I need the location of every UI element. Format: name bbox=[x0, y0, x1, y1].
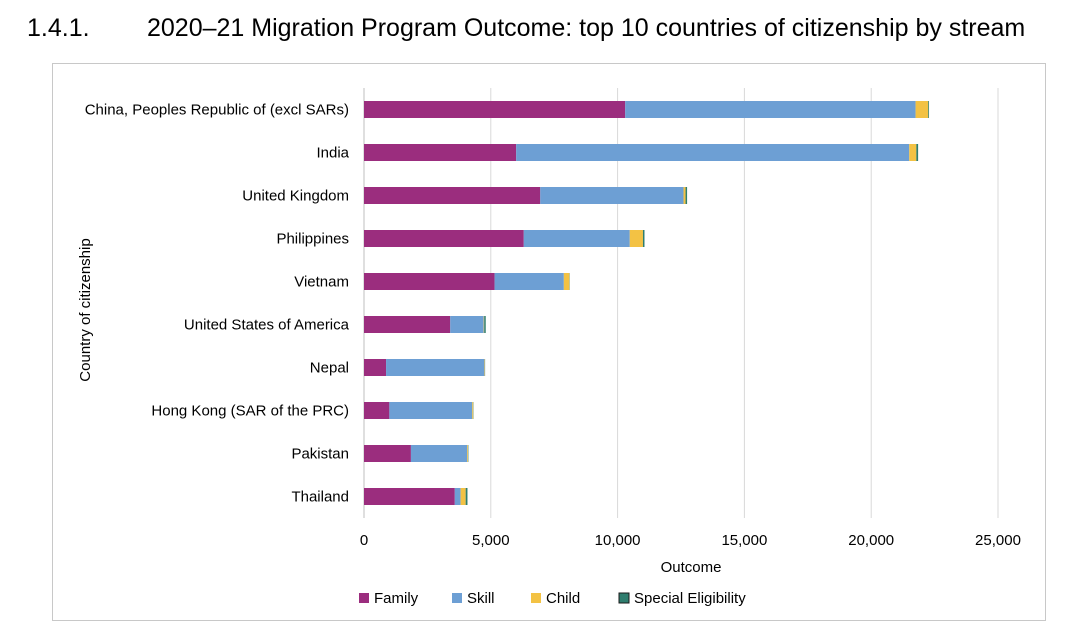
bar-skill bbox=[625, 101, 916, 118]
x-tick-label: 25,000 bbox=[975, 532, 1021, 549]
bar-family bbox=[364, 488, 455, 505]
bar-child bbox=[484, 359, 485, 376]
figure-title: 2020–21 Migration Program Outcome: top 1… bbox=[147, 14, 1026, 42]
bars bbox=[364, 101, 930, 505]
category-label: Philippines bbox=[276, 231, 349, 248]
bar-child bbox=[629, 230, 643, 247]
bar-child bbox=[472, 402, 474, 419]
bar-skill bbox=[516, 144, 910, 161]
bar-child bbox=[563, 273, 570, 290]
x-tick-label: 10,000 bbox=[595, 532, 641, 549]
legend-swatch-child bbox=[531, 593, 541, 603]
legend: Family Skill Child Special Eligibility bbox=[359, 590, 746, 607]
bar-special-eligibility bbox=[685, 187, 688, 204]
legend-label-special-eligibility: Special Eligibility bbox=[634, 590, 746, 607]
legend-label-skill: Skill bbox=[467, 590, 495, 607]
category-label: United States of America bbox=[184, 317, 350, 334]
bar-skill bbox=[389, 402, 473, 419]
bar-chart: China, Peoples Republic of (excl SARs) In… bbox=[77, 88, 1021, 607]
bar-family bbox=[364, 273, 495, 290]
x-tick-label: 20,000 bbox=[848, 532, 894, 549]
category-label: Pakistan bbox=[291, 446, 349, 463]
bar-special-eligibility bbox=[484, 316, 486, 333]
bar-special-eligibility bbox=[928, 101, 930, 118]
bar-family bbox=[364, 316, 451, 333]
bar-family bbox=[364, 101, 626, 118]
category-label: Thailand bbox=[291, 489, 349, 506]
x-tick-label: 0 bbox=[360, 532, 368, 549]
bar-skill bbox=[410, 445, 468, 462]
bar-family bbox=[364, 230, 524, 247]
bar-skill bbox=[450, 316, 484, 333]
category-label: United Kingdom bbox=[242, 188, 349, 205]
bar-skill bbox=[540, 187, 684, 204]
y-axis-label: Country of citizenship bbox=[77, 238, 94, 381]
bar-child bbox=[909, 144, 917, 161]
bar-child bbox=[460, 488, 466, 505]
legend-label-family: Family bbox=[374, 590, 419, 607]
bar-family bbox=[364, 359, 387, 376]
legend-swatch-special-eligibility bbox=[618, 592, 630, 604]
x-axis-label: Outcome bbox=[661, 559, 722, 576]
bar-special-eligibility bbox=[642, 230, 645, 247]
bar-family bbox=[364, 445, 411, 462]
legend-swatch-skill bbox=[452, 593, 462, 603]
x-tick-label: 5,000 bbox=[472, 532, 510, 549]
x-tick-label: 15,000 bbox=[721, 532, 767, 549]
bar-special-eligibility bbox=[916, 144, 919, 161]
category-label: Vietnam bbox=[294, 274, 349, 291]
bar-special-eligibility bbox=[465, 488, 468, 505]
bar-skill bbox=[454, 488, 461, 505]
bar-skill bbox=[494, 273, 564, 290]
bar-child bbox=[467, 445, 468, 462]
bar-skill bbox=[523, 230, 630, 247]
chart-frame: China, Peoples Republic of (excl SARs) In… bbox=[52, 63, 1046, 621]
x-tick-labels: 0 5,000 10,000 15,000 20,000 25,000 bbox=[360, 532, 1021, 549]
bar-family bbox=[364, 187, 541, 204]
category-label: Nepal bbox=[310, 360, 349, 377]
bar-child bbox=[683, 187, 686, 204]
legend-label-child: Child bbox=[546, 590, 580, 607]
category-label: China, Peoples Republic of (excl SARs) bbox=[85, 102, 349, 119]
bar-child bbox=[915, 101, 929, 118]
category-label: India bbox=[316, 145, 349, 162]
bar-family bbox=[364, 402, 390, 419]
figure-heading: 1.4.1. 2020–21 Migration Program Outcome… bbox=[0, 14, 1080, 50]
figure-number: 1.4.1. bbox=[27, 14, 90, 42]
bar-child bbox=[483, 316, 485, 333]
bar-skill bbox=[386, 359, 485, 376]
category-label: Hong Kong (SAR of the PRC) bbox=[151, 403, 349, 420]
category-labels: China, Peoples Republic of (excl SARs) In… bbox=[85, 102, 350, 506]
bar-family bbox=[364, 144, 517, 161]
legend-swatch-family bbox=[359, 593, 369, 603]
